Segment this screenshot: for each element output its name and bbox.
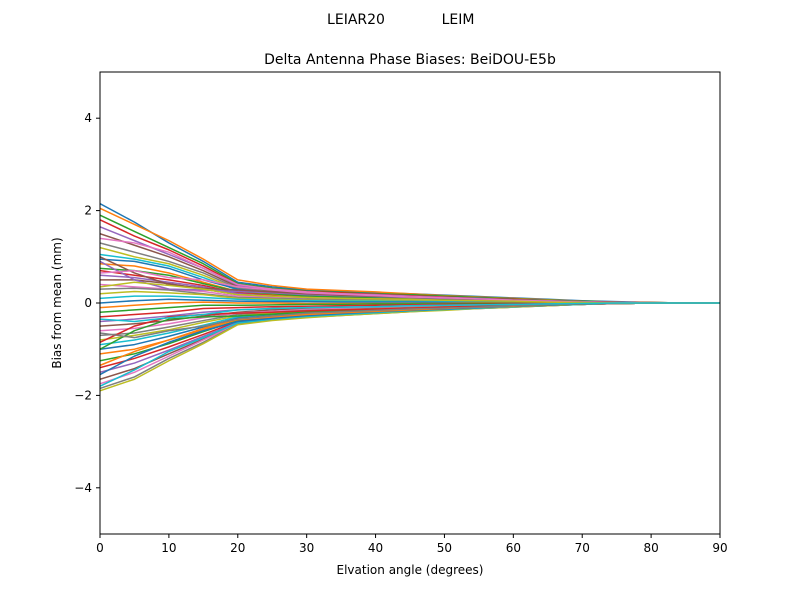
series-line-50	[100, 302, 720, 323]
y-tick-label: −4	[74, 481, 92, 495]
y-tick-label: 4	[84, 111, 92, 125]
x-tick-label: 70	[575, 541, 590, 555]
chart-title: Delta Antenna Phase Biases: BeiDOU-E5b	[264, 52, 556, 68]
x-tick-label: 50	[437, 541, 452, 555]
suptitle-left: LEIAR20	[327, 12, 385, 28]
x-tick-label: 40	[368, 541, 383, 555]
y-tick-label: −2	[74, 388, 92, 402]
suptitle-right: LEIM	[442, 12, 475, 28]
x-tick-label: 90	[712, 541, 727, 555]
y-axis-label: Bias from mean (mm)	[50, 237, 64, 368]
x-axis-ticks: 0 10 20 30 40 50 60 70 80 90	[96, 534, 728, 555]
x-tick-label: 10	[161, 541, 176, 555]
x-tick-label: 0	[96, 541, 104, 555]
x-tick-label: 30	[299, 541, 314, 555]
x-tick-label: 20	[230, 541, 245, 555]
x-axis-label: Elvation angle (degrees)	[337, 563, 484, 577]
x-tick-label: 60	[506, 541, 521, 555]
x-tick-label: 80	[643, 541, 658, 555]
y-tick-label: 2	[84, 204, 92, 218]
y-axis-ticks: −4 −2 0 2 4	[74, 111, 100, 495]
y-tick-label: 0	[84, 296, 92, 310]
series-layer	[100, 203, 720, 392]
